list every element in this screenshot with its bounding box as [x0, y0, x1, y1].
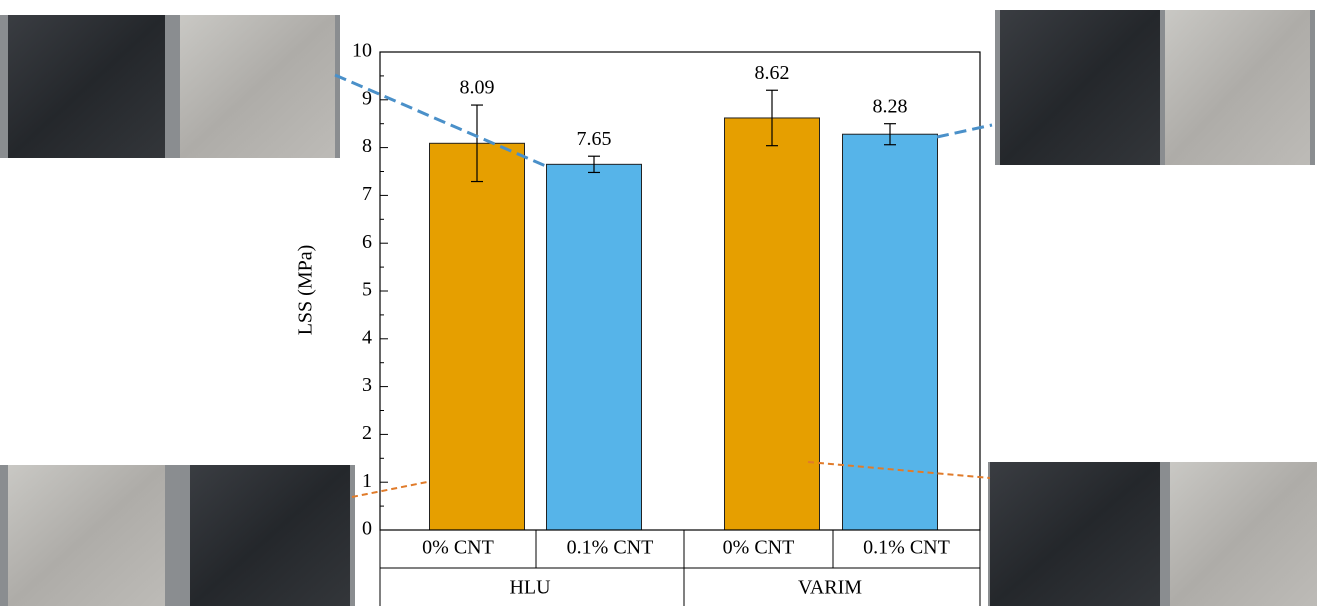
- photo: [8, 15, 165, 158]
- photo: [1165, 10, 1310, 165]
- specimen-photos: [0, 10, 1317, 606]
- x-tick-label: 0% CNT: [422, 537, 494, 559]
- y-tick-label: 5: [362, 279, 372, 301]
- photo: [1170, 462, 1317, 606]
- y-tick-label: 4: [362, 326, 372, 348]
- bar: [430, 143, 525, 530]
- y-tick-label: 3: [362, 374, 372, 396]
- bar: [843, 134, 938, 530]
- y-tick-label: 6: [362, 231, 372, 253]
- photo: [180, 15, 335, 158]
- x-tick-label: 0.1% CNT: [567, 537, 654, 559]
- y-tick-label: 8: [362, 135, 372, 157]
- y-tick-label: 1: [362, 470, 372, 492]
- y-axis-label: LSS (MPa): [295, 245, 317, 336]
- y-tick-label: 0: [362, 518, 372, 540]
- data-label: 8.28: [873, 95, 908, 117]
- data-label: 7.65: [577, 128, 612, 150]
- group-label: VARIM: [798, 577, 862, 599]
- photo: [8, 465, 165, 606]
- data-label: 8.09: [460, 77, 495, 99]
- y-tick-label: 2: [362, 422, 372, 444]
- y-tick-label: 10: [352, 40, 372, 62]
- photo: [1000, 10, 1160, 165]
- figure: LSS (MPa) 0123456789108.090% CNT7.650.1%…: [0, 0, 1317, 606]
- x-tick-label: 0% CNT: [723, 537, 795, 559]
- photo: [990, 462, 1160, 606]
- x-tick-label: 0.1% CNT: [863, 537, 950, 559]
- bar: [547, 164, 642, 530]
- connector: [937, 125, 992, 137]
- bar: [725, 118, 820, 530]
- photo: [190, 465, 350, 606]
- data-label: 8.62: [755, 62, 790, 84]
- y-tick-label: 7: [362, 183, 372, 205]
- group-label: HLU: [509, 577, 551, 599]
